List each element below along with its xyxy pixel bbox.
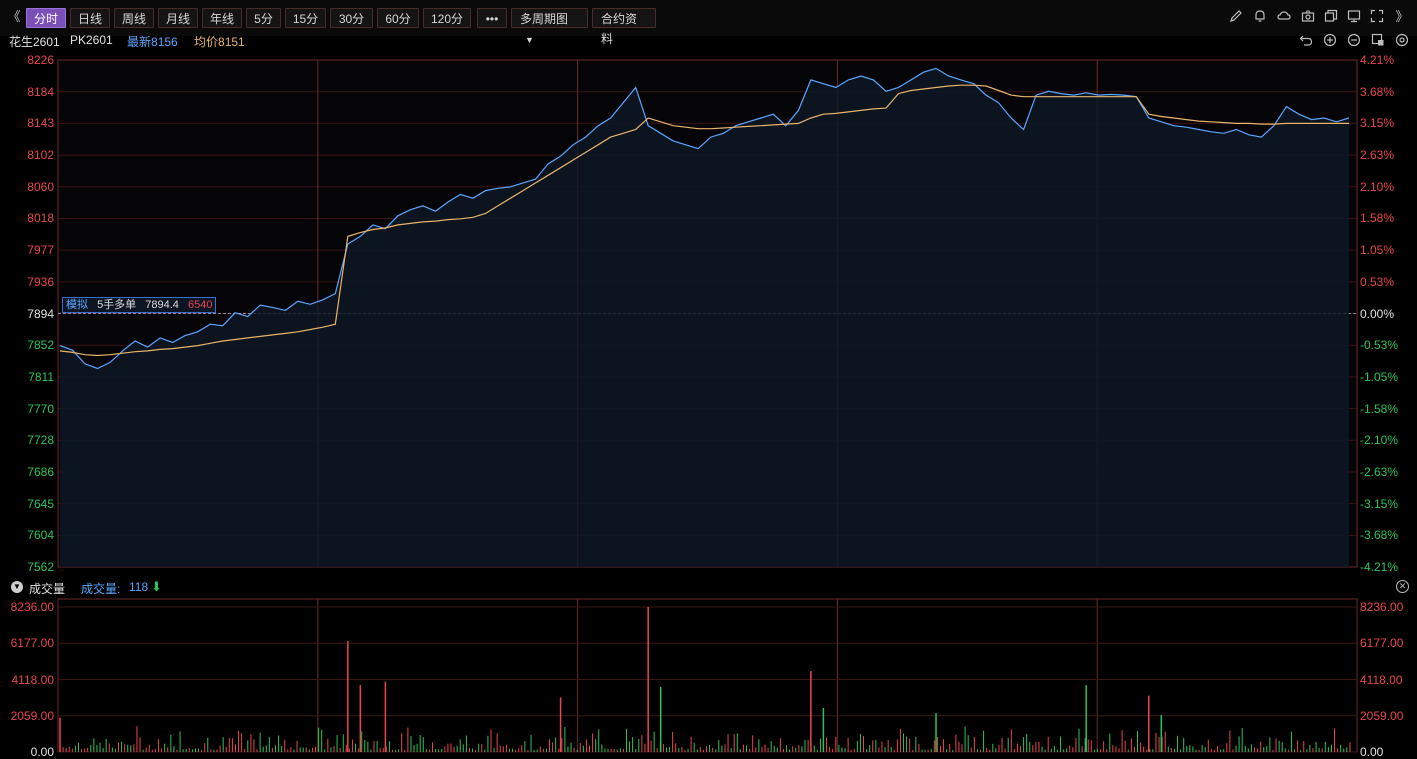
percent-tick-label: 3.68% [1360,84,1395,99]
price-area [60,68,1349,568]
volume-value: 118 [129,580,149,594]
average-price-line [59,84,1349,357]
volume-tick-label: 6177.00 [10,636,54,651]
price-tick-label: 7936 [27,274,54,289]
volume-tick-label: 8236.00 [1360,600,1404,614]
monitor-icon[interactable] [1346,9,1362,25]
period-button-3[interactable]: 月线 [158,8,198,28]
percent-tick-label: 1.05% [1360,243,1395,258]
period-button-6[interactable]: 15分 [285,8,326,28]
price-tick-label: 7604 [27,528,54,543]
period-button-1[interactable]: 日线 [70,8,110,28]
price-tick-label: 7645 [27,496,54,511]
percent-tick-label: -3.68% [1360,528,1399,543]
percent-tick-label: -1.58% [1360,401,1399,416]
latest-label: 最新 [127,35,152,49]
percent-tick-label: 0.53% [1360,274,1395,289]
bell-icon[interactable] [1252,9,1268,25]
volume-header: ▼ 成交量 成交量: 118 ⬇ ✕ [0,579,1417,597]
camera-icon[interactable] [1300,9,1316,25]
period-button-2[interactable]: 周线 [114,8,154,28]
percent-tick-label: 0.00% [1360,306,1395,321]
price-tick-label: 7686 [27,464,54,479]
undo-icon[interactable] [1298,33,1314,49]
close-icon[interactable]: ✕ [1396,580,1409,593]
avg-value: 8151 [218,35,245,49]
contract-name: 花生2601 [9,35,60,49]
volume-collapse-icon[interactable]: ▼ [11,581,23,593]
price-tick-label: 7770 [27,401,54,416]
position-mode: 模拟 [66,299,88,311]
volume-tick-label: 0.00 [30,745,54,759]
percent-tick-label: -2.63% [1360,464,1399,479]
period-button-4[interactable]: 年线 [202,8,242,28]
price-tick-label: 8102 [27,148,54,163]
layout-icon[interactable] [1370,33,1386,49]
volume-title: 成交量 [29,582,66,596]
contract-code: PK2601 [70,33,113,47]
period-button-0[interactable]: 分时 [26,8,66,28]
price-tick-label: 8184 [27,84,54,99]
volume-tick-label: 2059.00 [10,708,54,723]
price-tick-label: 8226 [27,53,54,67]
price-tick-label: 7977 [27,243,54,258]
price-tick-label: 7811 [28,369,54,384]
price-tick-label: 8060 [27,179,54,194]
zoom-in-icon[interactable] [1322,33,1338,49]
volume-tick-label: 2059.00 [1360,708,1404,723]
price-tick-label: 8018 [27,211,54,226]
percent-tick-label: 3.15% [1360,116,1395,131]
price-tick-label: 7894 [27,306,54,321]
price-tick-label: 8143 [27,116,54,131]
multi-period-label: 多周期图 [520,12,569,26]
expand-icon[interactable] [1369,9,1385,25]
volume-tick-label: 6177.00 [1360,636,1404,651]
price-tick-label: 7728 [27,433,54,448]
avg-label: 均价 [194,35,219,49]
cloud-icon[interactable] [1276,9,1292,25]
arrow-down-icon: ⬇ [151,579,162,594]
percent-tick-label: 2.10% [1360,179,1395,194]
collapse-right-icon[interactable]: 》 [1395,9,1409,24]
settings-icon[interactable] [1394,33,1410,49]
more-periods-button[interactable]: ••• [477,8,507,28]
period-button-5[interactable]: 5分 [246,8,281,28]
latest-price: 最新8156 [127,33,178,50]
price-tick-label: 7562 [27,560,54,574]
volume-tick-label: 8236.00 [10,600,54,614]
position-text: 5手多单 [97,299,137,311]
period-button-8[interactable]: 60分 [377,8,419,28]
zoom-out-icon[interactable] [1346,33,1362,49]
period-button-7[interactable]: 30分 [330,8,373,28]
percent-tick-label: -4.21% [1360,560,1399,574]
percent-tick-label: -2.10% [1360,433,1399,448]
copy-icon[interactable] [1323,9,1339,25]
position-pnl: 6540 [187,299,213,311]
period-toolbar: 《 分时 日线 周线 月线 年线 5分 15分 30分 60分 120分 ••• 多周期图 ▼ 合… [0,0,1417,46]
volume-tick-label: 4118.00 [11,672,55,687]
period-button-9[interactable]: 120分 [423,8,471,28]
price-tick-label: 7852 [27,338,54,353]
volume-value-label: 成交量: [81,582,121,596]
chevron-down-icon: ▼ [525,35,534,45]
multi-period-dropdown[interactable]: 多周期图 ▼ [511,8,588,45]
position-price-tag[interactable]: 模拟 5手多单 7894.4 6540 [62,297,217,313]
volume-panel-border [57,598,1358,753]
volume-tick-label: 4118.00 [1360,672,1403,687]
contract-info-button[interactable]: 合约资料 [592,8,656,46]
pencil-icon[interactable] [1228,9,1244,25]
position-price: 7894.4 [145,299,179,311]
percent-tick-label: 1.58% [1360,211,1395,226]
latest-value: 8156 [151,35,178,49]
percent-tick-label: -1.05% [1360,369,1399,384]
percent-tick-label: -3.15% [1360,496,1399,511]
average-price: 均价8151 [194,33,245,50]
percent-tick-label: -0.53% [1360,338,1399,353]
collapse-left-icon[interactable]: 《 [7,9,21,24]
percent-tick-label: 2.63% [1360,148,1395,163]
percent-tick-label: 4.21% [1360,53,1395,67]
volume-tick-label: 0.00 [1360,745,1384,759]
